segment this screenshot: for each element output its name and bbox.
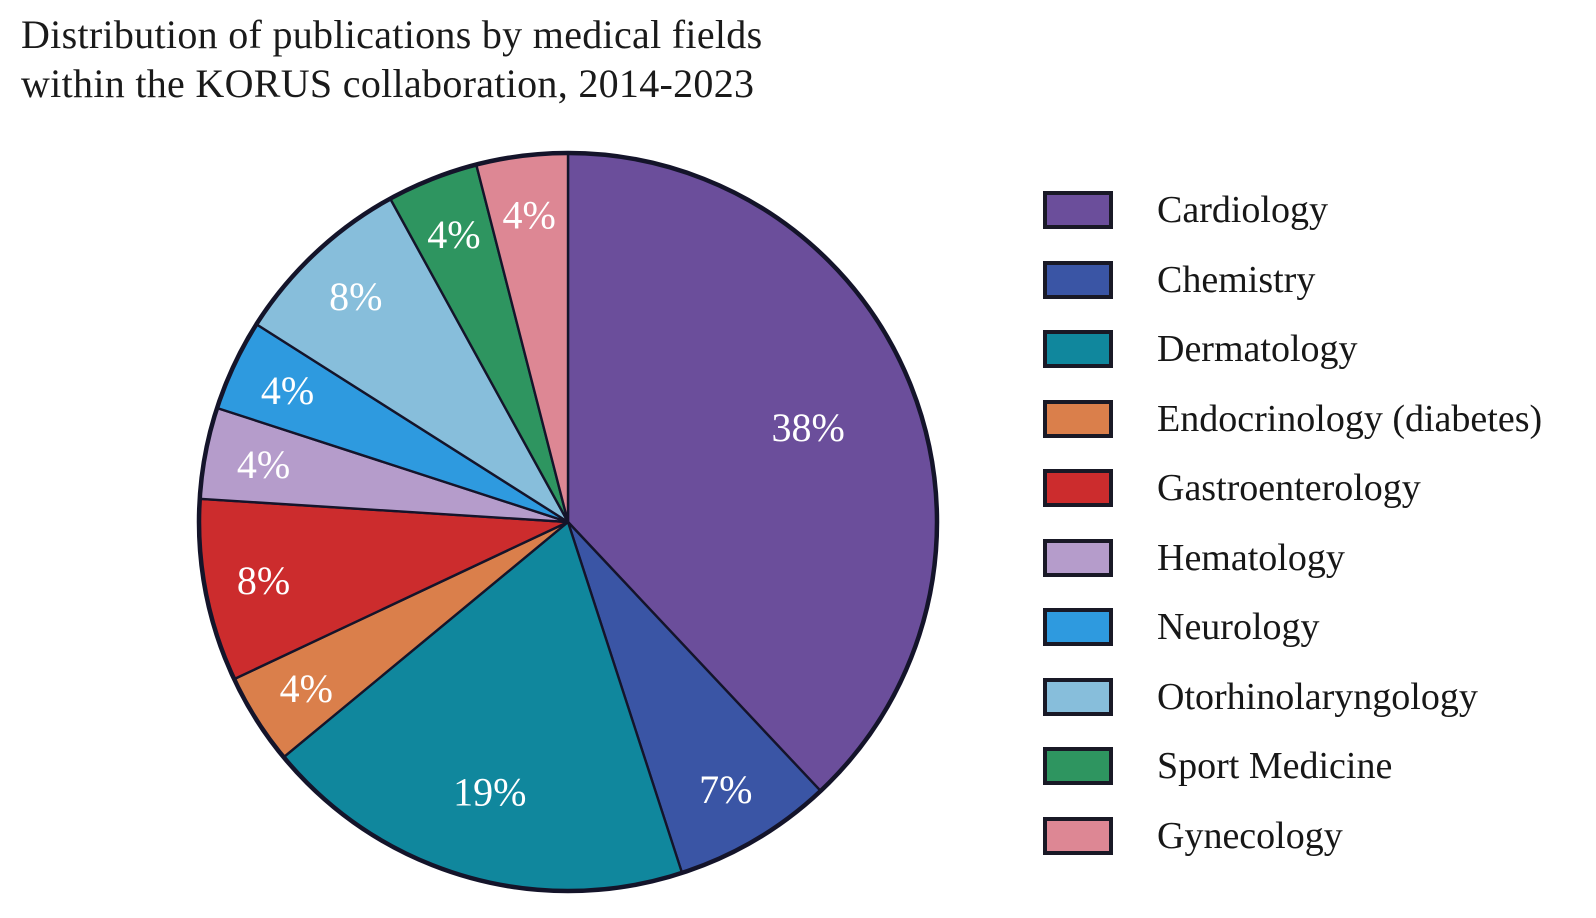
legend-label: Otorhinolaryngology xyxy=(1157,675,1478,718)
legend-swatch-gynecology xyxy=(1043,816,1113,855)
slice-label-neurology: 4% xyxy=(261,368,314,413)
legend-label: Chemistry xyxy=(1157,258,1316,301)
legend-swatch-cardiology xyxy=(1043,191,1113,229)
legend-item-dermatology: Dermatology xyxy=(1043,328,1542,370)
legend-item-gynecology: Gynecology xyxy=(1043,814,1542,857)
legend-item-otorhinolaryngology: Otorhinolaryngology xyxy=(1043,675,1542,718)
legend-item-gastroenterology: Gastroenterology xyxy=(1043,467,1542,509)
slice-label-cardiology: 38% xyxy=(772,405,845,450)
legend: Cardiology Chemistry Dermatology Endocrinol… xyxy=(1043,189,1543,886)
legend-swatch-neurology xyxy=(1043,608,1113,646)
legend-label: Hematology xyxy=(1157,536,1345,579)
legend-item-chemistry: Chemistry xyxy=(1043,258,1542,301)
chart-title-line-2: within the KORUS collaboration, 2014-202… xyxy=(21,61,755,106)
slice-label-otorhinolaryngology: 8% xyxy=(329,274,382,319)
legend-swatch-otorhinolaryngology xyxy=(1043,677,1113,716)
legend-label: Sport Medicine xyxy=(1157,745,1393,787)
chart-title-line-1: Distribution of publications by medical … xyxy=(21,12,763,57)
legend-label: Cardiology xyxy=(1157,189,1328,231)
legend-swatch-hematology xyxy=(1043,538,1113,577)
slice-label-hematology: 4% xyxy=(237,442,290,487)
slice-label-endocrinology-diabetes: 4% xyxy=(280,666,333,711)
legend-swatch-chemistry xyxy=(1043,260,1113,299)
legend-label: Gastroenterology xyxy=(1157,467,1421,509)
legend-item-sport-medicine: Sport Medicine xyxy=(1043,745,1542,787)
pie-outline xyxy=(196,150,940,894)
slice-label-chemistry: 7% xyxy=(699,767,752,812)
legend-label: Neurology xyxy=(1157,606,1320,648)
legend-item-cardiology: Cardiology xyxy=(1043,189,1542,231)
legend-item-hematology: Hematology xyxy=(1043,536,1542,579)
chart-title: Distribution of publications by medical … xyxy=(21,10,762,108)
legend-swatch-gastroenterology xyxy=(1043,469,1113,507)
legend-swatch-dermatology xyxy=(1043,330,1113,368)
legend-item-neurology: Neurology xyxy=(1043,606,1542,648)
legend-swatch-endocrinology-diabetes xyxy=(1043,399,1113,438)
slice-label-gynecology: 4% xyxy=(503,193,556,238)
legend-label: Endocrinology (diabetes) xyxy=(1157,397,1543,440)
slice-label-sport-medicine: 4% xyxy=(427,212,480,257)
legend-item-endocrinology-diabetes: Endocrinology (diabetes) xyxy=(1043,397,1543,440)
legend-label: Gynecology xyxy=(1157,814,1343,857)
legend-label: Dermatology xyxy=(1157,328,1358,370)
slice-label-gastroenterology: 8% xyxy=(237,558,290,603)
legend-swatch-sport-medicine xyxy=(1043,747,1113,785)
slice-label-dermatology: 19% xyxy=(453,769,526,814)
